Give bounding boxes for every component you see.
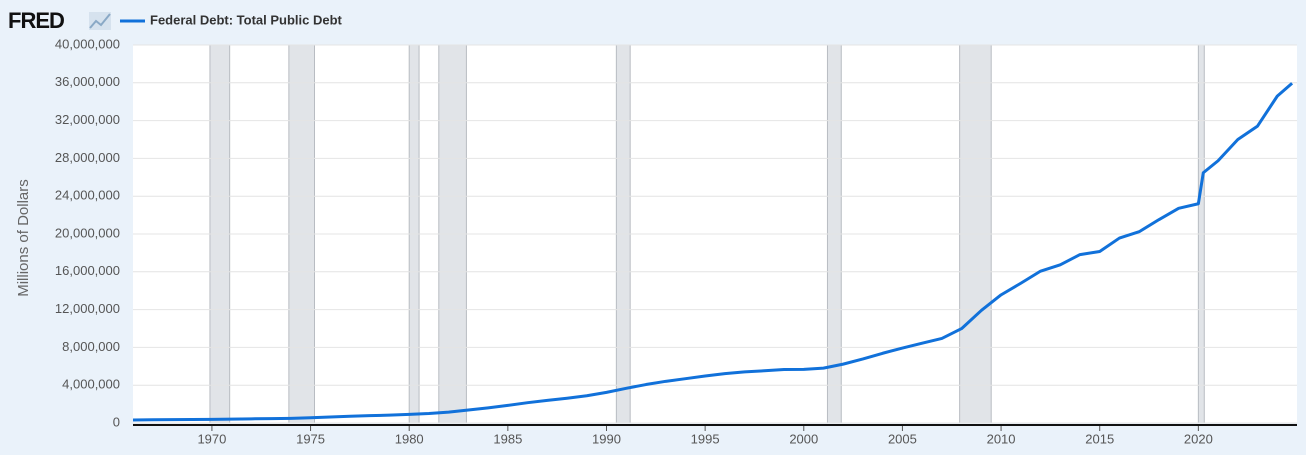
y-tick-label: 12,000,000 (55, 301, 120, 316)
y-tick-label: 8,000,000 (62, 339, 120, 354)
x-tick-label: 1980 (395, 431, 424, 446)
y-tick-label: 4,000,000 (62, 377, 120, 392)
y-tick-label: 28,000,000 (55, 150, 120, 165)
x-tick-label: 1985 (493, 431, 522, 446)
y-axis-title: Millions of Dollars (15, 179, 32, 297)
x-tick-label: 1995 (691, 431, 720, 446)
logo-icon (89, 12, 111, 30)
y-tick-label: 32,000,000 (55, 112, 120, 127)
y-tick-label: 16,000,000 (55, 263, 120, 278)
y-tick-label: 20,000,000 (55, 225, 120, 240)
x-tick-label: 2005 (888, 431, 917, 446)
x-tick-label: 2010 (987, 431, 1016, 446)
y-tick-label: 24,000,000 (55, 188, 120, 203)
y-tick-label: 40,000,000 (55, 36, 120, 51)
data-line (132, 82, 1294, 422)
y-tick-label: 0 (113, 414, 120, 429)
x-tick-label: 2000 (789, 431, 818, 446)
x-tick-label: 2015 (1085, 431, 1114, 446)
logo[interactable]: FRED (8, 8, 65, 33)
x-tick-label: 1970 (197, 431, 226, 446)
y-tick-label: 36,000,000 (55, 74, 120, 89)
legend-label: Federal Debt: Total Public Debt (150, 12, 343, 27)
x-tick-label: 1975 (296, 431, 325, 446)
x-tick-label: 2020 (1184, 431, 1213, 446)
x-tick-label: 1990 (592, 431, 621, 446)
